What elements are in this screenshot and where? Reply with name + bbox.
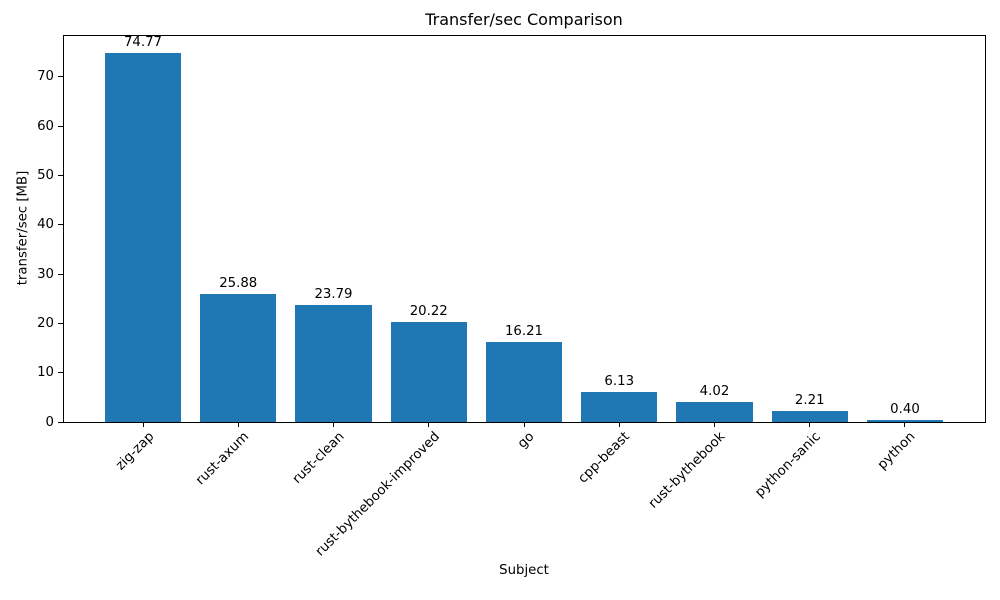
y-tick-label: 20	[37, 315, 54, 331]
bar	[200, 294, 277, 422]
y-tick-mark	[58, 421, 63, 423]
bar	[390, 322, 467, 422]
bar-value-label: 0.40	[890, 402, 920, 418]
bar	[866, 420, 944, 422]
y-tick-label: 10	[37, 365, 54, 381]
x-tick-label: python	[875, 429, 919, 473]
y-tick-mark	[58, 372, 63, 374]
x-tick-label: zig-zap	[112, 429, 157, 474]
y-tick-label: 50	[37, 168, 54, 183]
x-tick-mark	[713, 423, 715, 427]
x-tick-mark	[809, 423, 811, 427]
y-tick-mark	[58, 224, 63, 226]
x-tick-mark	[142, 423, 144, 427]
y-axis-label: transfer/sec [MB]	[15, 170, 31, 286]
bar-value-label: 4.02	[699, 384, 730, 400]
bar-value-label: 20.22	[409, 304, 448, 320]
y-tick-label: 30	[37, 266, 54, 282]
x-tick-mark	[523, 423, 525, 427]
bar-value-label: 25.88	[219, 276, 258, 292]
bar-value-label: 2.21	[794, 393, 825, 409]
x-tick-label: python-sanic	[752, 429, 824, 501]
bar-value-label: 16.21	[504, 324, 544, 340]
x-tick-label: cpp-beast	[575, 429, 634, 487]
x-tick-label: rust-bythebook	[646, 429, 729, 512]
chart-title: Transfer/sec Comparison	[425, 10, 623, 29]
bar	[295, 304, 372, 422]
bar	[581, 391, 658, 422]
y-tick-label: 70	[37, 69, 54, 85]
x-tick-mark	[618, 423, 620, 427]
y-tick-mark	[58, 273, 63, 275]
x-tick-label: rust-axum	[193, 429, 253, 489]
x-tick-label: rust-clean	[289, 429, 348, 487]
y-tick-mark	[58, 76, 63, 78]
bar	[104, 53, 182, 422]
y-tick-mark	[58, 175, 63, 176]
bar-value-label: 23.79	[314, 286, 353, 302]
x-tick-mark	[333, 423, 334, 427]
x-axis-label: Subject	[499, 563, 549, 578]
x-tick-mark	[237, 423, 239, 427]
y-tick-label: 60	[37, 118, 54, 134]
bar	[485, 342, 563, 422]
x-tick-mark	[904, 423, 906, 427]
x-tick-mark	[428, 423, 430, 427]
y-tick-mark	[58, 125, 63, 127]
bar-value-label: 74.77	[123, 35, 163, 51]
bar-value-label: 6.13	[604, 373, 635, 389]
bar	[771, 411, 848, 422]
y-tick-label: 40	[37, 217, 54, 233]
bar	[676, 402, 753, 422]
y-tick-mark	[58, 322, 63, 324]
y-tick-label: 0	[45, 414, 54, 430]
x-tick-label: go	[515, 429, 538, 452]
